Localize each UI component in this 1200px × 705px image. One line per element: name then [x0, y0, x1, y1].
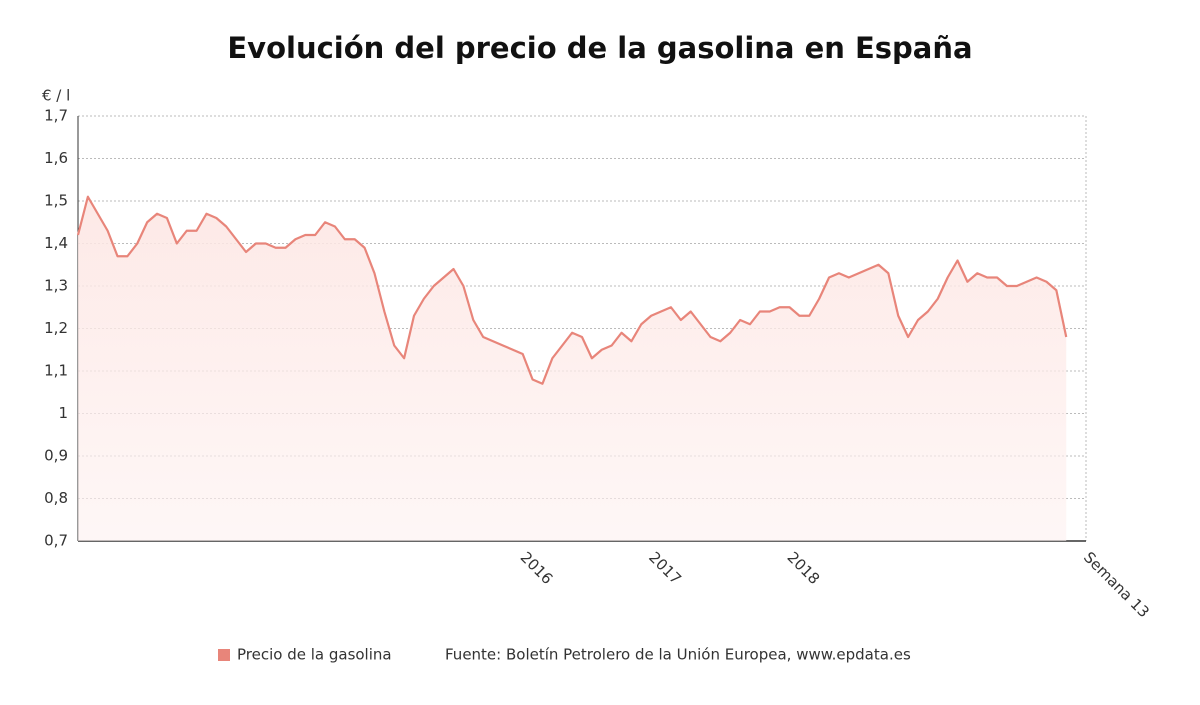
legend-swatch [218, 649, 230, 661]
y-tick-label: 1,6 [44, 149, 68, 167]
line [76, 195, 1068, 385]
y-tick-label: 1,5 [44, 192, 68, 210]
y-tick-label: 1,7 [44, 107, 68, 125]
chart-title: Evolución del precio de la gasolina en E… [227, 31, 972, 65]
y-tick-label: 0,7 [44, 532, 68, 550]
x-tick-label: 2016 [517, 548, 557, 588]
x-tick-label: Semana 13 [1080, 548, 1153, 621]
x-tick-label: 2017 [645, 548, 685, 588]
y-axis-label: € / l [42, 87, 70, 105]
y-tick-label: 1,1 [44, 362, 68, 380]
source: Fuente: Boletín Petrolero de la Unión Eu… [445, 646, 911, 664]
legend-label: Precio de la gasolina [237, 646, 392, 664]
x-tick-label: 2018 [784, 548, 824, 588]
y-tick-label: 0,9 [44, 447, 68, 465]
y-tick-label: 1,4 [44, 234, 68, 252]
y-tick-label: 0,8 [44, 489, 68, 507]
area [78, 196, 1067, 541]
y-tick-label: 1 [58, 404, 68, 422]
y-tick-label: 1,2 [44, 319, 68, 337]
y-tick-label: 1,3 [44, 277, 68, 295]
